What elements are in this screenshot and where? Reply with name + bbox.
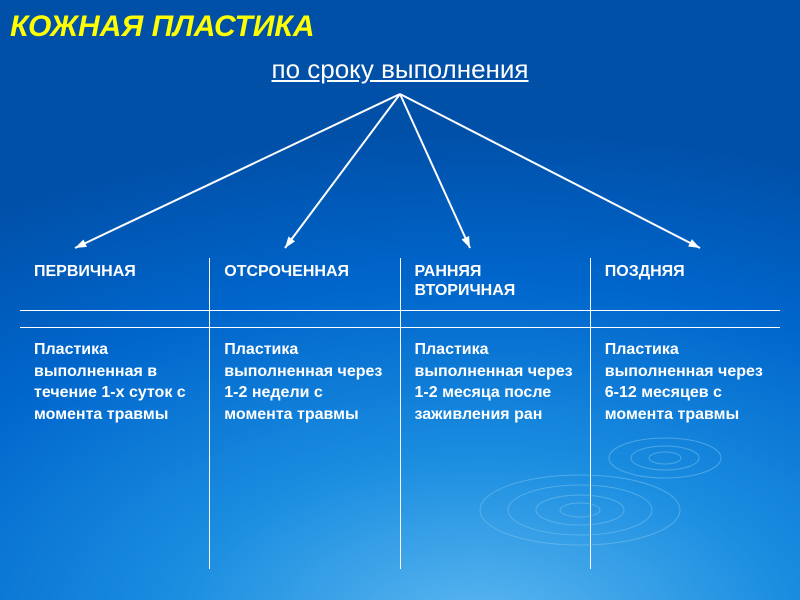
column-body: Пластика выполненная через 1-2 месяца по…	[415, 304, 576, 569]
column-header: ПЕРВИЧНАЯ	[34, 258, 195, 304]
divider-line	[20, 310, 780, 311]
column-body: Пластика выполненная в течение 1-х суток…	[34, 304, 195, 569]
column-4: ПОЗДНЯЯ Пластика выполненная через 6-12 …	[590, 258, 780, 569]
column-body: Пластика выполненная через 1-2 недели с …	[224, 304, 385, 569]
column-header: ОТСРОЧЕННАЯ	[224, 258, 385, 304]
columns-table: ПЕРВИЧНАЯ Пластика выполненная в течение…	[20, 258, 780, 569]
column-body: Пластика выполненная через 6-12 месяцев …	[605, 304, 766, 569]
column-1: ПЕРВИЧНАЯ Пластика выполненная в течение…	[20, 258, 209, 569]
column-header: ПОЗДНЯЯ	[605, 258, 766, 304]
branch-arrows	[0, 88, 800, 258]
column-2: ОТСРОЧЕННАЯ Пластика выполненная через 1…	[209, 258, 399, 569]
column-3: РАННЯЯ ВТОРИЧНАЯ Пластика выполненная че…	[400, 258, 590, 569]
slide-title: КОЖНАЯ ПЛАСТИКА	[10, 10, 314, 44]
slide-subtitle: по сроку выполнения	[272, 54, 529, 85]
column-header: РАННЯЯ ВТОРИЧНАЯ	[415, 258, 576, 304]
divider-line	[20, 327, 780, 328]
